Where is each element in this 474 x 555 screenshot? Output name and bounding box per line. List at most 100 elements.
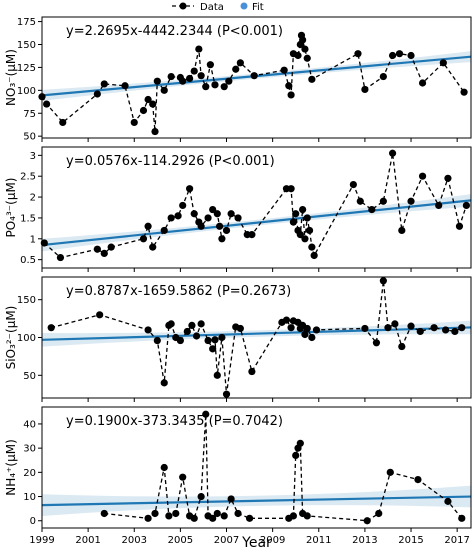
data-point: [139, 235, 148, 243]
data-point: [139, 106, 148, 115]
data-point: [197, 72, 205, 80]
data-point: [215, 222, 224, 230]
data-point: [308, 75, 316, 83]
data-point: [174, 212, 182, 220]
y-axis-label: SiO₃²⁻(μM): [4, 306, 18, 370]
data-point: [312, 326, 321, 334]
data-point: [160, 463, 168, 472]
data-point: [285, 82, 293, 90]
data-point: [455, 222, 464, 230]
data-point: [363, 517, 371, 525]
data-point: [458, 324, 466, 332]
data-point: [372, 339, 381, 347]
y-tick-label: 150: [17, 40, 36, 51]
data-point: [160, 379, 168, 387]
data-point: [227, 495, 235, 503]
y-tick-label: 50: [23, 371, 36, 382]
data-point: [248, 231, 256, 239]
data-point: [186, 74, 194, 83]
data-point: [206, 61, 214, 69]
data-point: [209, 345, 217, 353]
data-point: [458, 514, 466, 522]
data-point: [388, 51, 397, 60]
data-point: [398, 226, 406, 235]
data-point: [418, 172, 427, 180]
data-point: [407, 51, 415, 60]
data-point: [202, 83, 210, 91]
plot-frame: [41, 146, 472, 269]
data-point: [165, 512, 173, 520]
fit-equation: y=0.1900x-373.3435 (P=0.7042): [66, 414, 283, 429]
data-point: [197, 320, 205, 328]
data-point: [47, 324, 55, 332]
data-point: [160, 226, 168, 235]
data-point: [167, 72, 175, 81]
data-point: [195, 45, 203, 53]
data-point: [462, 201, 470, 210]
y-tick-label: 40: [23, 419, 36, 430]
data-point: [301, 235, 309, 243]
y-tick-label: 20: [23, 468, 36, 479]
data-point: [225, 77, 233, 85]
x-tick-label: 1999: [29, 535, 54, 546]
x-tick-label: 2005: [168, 535, 193, 546]
fit-equation: y=0.8787x-1659.5862 (P=0.2673): [66, 284, 291, 299]
y-tick-label: 3: [30, 151, 36, 162]
x-tick-label: 2015: [398, 535, 423, 546]
y-tick-label: 100: [17, 333, 36, 344]
data-point: [167, 214, 175, 222]
data-point: [204, 214, 212, 222]
data-point: [460, 88, 468, 96]
data-point: [301, 45, 309, 53]
data-point: [153, 336, 161, 345]
legend: Data Fit: [172, 2, 264, 13]
data-point: [209, 205, 217, 214]
data-point: [416, 327, 424, 336]
data-point: [368, 205, 376, 214]
data-point: [179, 77, 187, 85]
data-point: [435, 201, 443, 210]
data-point: [204, 336, 212, 345]
data-point: [386, 468, 394, 476]
data-point: [130, 118, 138, 127]
data-point: [160, 86, 168, 94]
data-point: [107, 243, 115, 251]
data-point: [43, 100, 51, 108]
data-point: [418, 79, 427, 87]
data-point: [451, 327, 459, 336]
data-point: [303, 54, 311, 62]
fit-equation: y=2.2695x-4442.2344 (P<0.001): [66, 24, 283, 39]
data-point: [292, 210, 300, 218]
data-point: [444, 497, 452, 505]
data-point: [282, 316, 291, 324]
fit-equation: y=0.0576x-114.2926 (P<0.001): [66, 154, 275, 169]
y-tick-label: 2: [30, 193, 36, 204]
data-point: [222, 226, 231, 235]
data-point: [190, 514, 198, 522]
y-tick-label: 175: [17, 17, 36, 28]
y-tick-label: 10: [23, 492, 36, 503]
data-point: [56, 253, 65, 262]
data-point: [209, 514, 217, 522]
data-point: [149, 243, 157, 251]
x-tick-label: 2003: [122, 535, 147, 546]
x-tick-label: 2009: [260, 535, 285, 546]
y-tick-label: 0.5: [20, 255, 36, 266]
x-tick-label: 2017: [444, 535, 469, 546]
data-point: [379, 277, 387, 285]
data-point: [220, 83, 228, 91]
data-point: [144, 326, 152, 334]
data-point: [303, 324, 311, 333]
data-point: [100, 249, 108, 257]
data-point: [186, 185, 194, 193]
data-point: [303, 214, 311, 222]
data-point: [303, 512, 311, 520]
data-point: [361, 324, 369, 333]
data-point: [289, 512, 298, 520]
fit-line: [41, 326, 472, 341]
data-point: [280, 66, 288, 74]
data-point: [220, 512, 228, 520]
data-point: [289, 218, 298, 226]
data-point: [287, 91, 295, 99]
panel-no3: 50 75 100 125 150 175 y=2.2695x-4442.2344 (P<0…: [4, 16, 472, 143]
